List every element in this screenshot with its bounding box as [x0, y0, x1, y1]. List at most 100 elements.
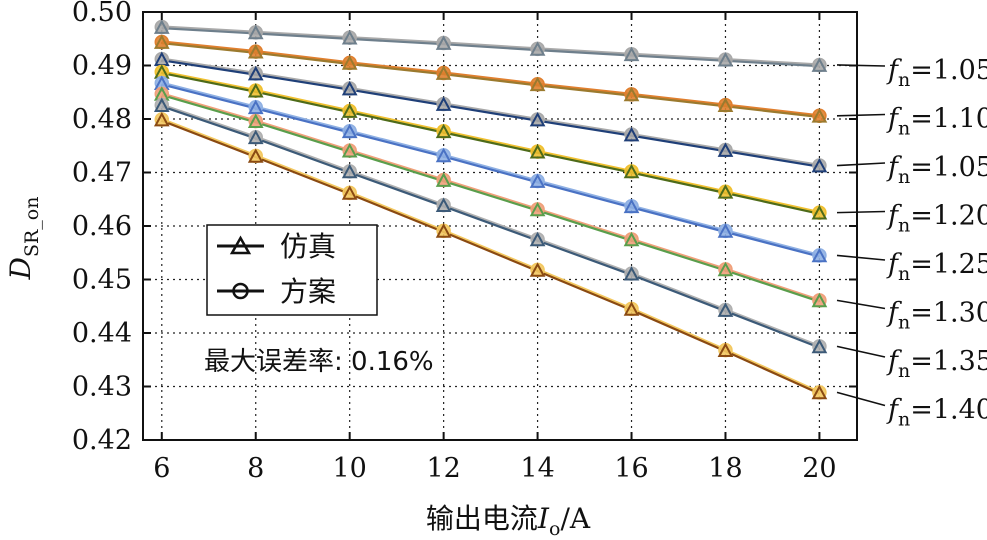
simulation-point	[623, 46, 640, 62]
simulation-point	[435, 197, 452, 213]
curve-label: fn=1.35	[886, 346, 987, 382]
simulation-point	[341, 163, 358, 179]
simulation-point	[717, 52, 734, 67]
x-tick-label: 6	[153, 453, 170, 484]
simulation-point	[717, 302, 734, 317]
simulation-point	[341, 30, 358, 45]
curve-label-value: =1.25	[910, 249, 987, 280]
curve-label: fn=1.10	[886, 104, 987, 140]
simulation-point	[623, 231, 640, 247]
simulation-point	[811, 205, 828, 220]
series-2	[153, 51, 828, 173]
simulation-point	[529, 111, 546, 127]
simulation-point	[153, 111, 170, 127]
y-tick-label: 0.45	[72, 265, 132, 296]
x-axis-title-sub: o	[549, 518, 560, 540]
simulation-point	[435, 96, 452, 111]
simulation-point	[811, 57, 828, 72]
curve-label-leader	[836, 162, 886, 167]
simulation-line	[161, 72, 820, 215]
y-tick-label: 0.50	[72, 0, 132, 28]
simulation-point	[529, 201, 546, 217]
curve-label-value: =1.35	[910, 346, 987, 377]
simulation-point	[247, 129, 264, 145]
y-tick-label: 0.44	[72, 318, 132, 349]
curve-label-leader	[836, 391, 886, 407]
simulation-point	[153, 97, 170, 112]
simulation-point	[717, 342, 734, 357]
curve-label-leader	[836, 254, 886, 261]
x-tick-label: 20	[802, 453, 836, 484]
x-tick-label: 10	[333, 453, 367, 484]
curve-label: fn=1.30	[886, 298, 987, 334]
curve-label-value: =1.30	[910, 298, 987, 329]
curve-label-value: =1.05	[910, 152, 987, 183]
curve-label: fn=1.25	[886, 249, 987, 285]
series-4	[153, 75, 828, 263]
curve-label-value: =1.10	[910, 104, 987, 135]
simulation-point	[717, 223, 734, 238]
scheme-line	[161, 25, 820, 67]
curve-label-sub: n	[898, 312, 910, 334]
simulation-point	[529, 41, 546, 56]
y-axis-title-main: D	[4, 257, 37, 280]
curve-label-leader	[836, 210, 886, 214]
legend: 仿真 方案	[206, 224, 378, 316]
scheme-line	[161, 92, 820, 302]
simulation-point	[247, 99, 264, 115]
x-tick-label: 16	[614, 453, 648, 484]
curve-label-sub: n	[898, 215, 910, 237]
simulation-point	[811, 247, 828, 263]
curve-labels: fn=1.05 fn=1.10 fn=1.05 fn=1.20 fn=1.25 fn=1.…	[836, 55, 987, 431]
simulation-point	[623, 301, 640, 316]
curve-label-value: =1.40	[910, 395, 987, 426]
simulation-point	[247, 65, 264, 81]
scheme-line	[161, 81, 820, 257]
simulation-line	[161, 83, 820, 258]
simulation-point	[717, 261, 734, 277]
curve-label: fn=1.40	[886, 395, 987, 431]
simulation-point	[247, 113, 264, 129]
curve-label-sub: n	[898, 118, 910, 140]
simulation-point	[153, 34, 170, 49]
scheme-line	[161, 70, 820, 215]
simulation-point	[529, 144, 546, 159]
curve-label-value: =1.20	[910, 201, 987, 232]
simulation-point	[341, 123, 358, 139]
triangle-marker-icon	[229, 235, 252, 255]
y-tick-label: 0.47	[72, 158, 132, 189]
simulation-point	[247, 24, 264, 40]
simulation-point	[247, 43, 264, 59]
simulation-line	[161, 119, 820, 395]
curve-label: fn=1.05	[886, 55, 987, 91]
simulation-point	[529, 173, 546, 188]
simulation-point	[435, 35, 452, 50]
curve-label-sub: n	[898, 263, 910, 285]
series-6	[153, 97, 828, 354]
simulation-point	[811, 157, 828, 173]
series-7	[153, 111, 828, 400]
simulation-line	[161, 105, 820, 349]
legend-item-simulation: 仿真	[217, 230, 336, 263]
simulation-point	[435, 223, 452, 238]
y-tick-label: 0.49	[72, 51, 132, 82]
series-0	[153, 19, 828, 73]
simulation-point	[623, 198, 640, 214]
simulation-point	[811, 338, 828, 354]
simulation-line	[161, 59, 820, 168]
simulation-point	[341, 55, 358, 70]
simulation-point	[341, 80, 358, 96]
simulation-point	[529, 262, 546, 277]
y-tick-label: 0.43	[72, 372, 132, 403]
curve-label-sub: n	[898, 69, 910, 91]
curve-label-leader	[836, 113, 886, 117]
y-axis-title: DSR_on	[4, 197, 43, 281]
scheme-line	[161, 103, 820, 348]
legend-item-scheme: 方案	[217, 275, 336, 308]
curve-label-leader	[836, 299, 886, 310]
y-tick-label: 0.48	[72, 104, 132, 135]
curve-label-sub: n	[898, 409, 910, 431]
x-axis-title-var: I	[537, 502, 550, 535]
simulation-point	[623, 266, 640, 281]
simulation-point	[623, 86, 640, 102]
